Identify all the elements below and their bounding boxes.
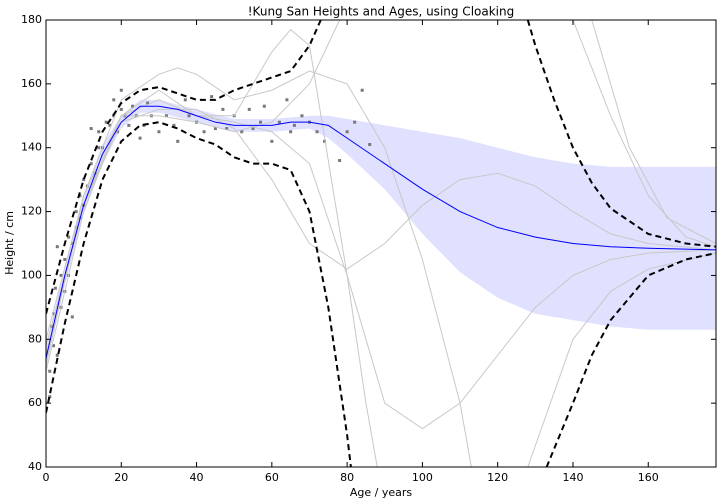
data-point: [247, 107, 251, 111]
data-point: [138, 136, 142, 140]
data-point: [360, 88, 364, 92]
bound-line: [46, 20, 322, 315]
data-point: [225, 127, 229, 131]
data-point: [289, 130, 293, 134]
x-tick-label: 120: [487, 471, 508, 484]
x-tick-label: 60: [265, 471, 279, 484]
data-point: [67, 235, 71, 239]
bound-line: [545, 252, 716, 467]
plot-area: [46, 20, 716, 467]
data-point: [338, 158, 342, 162]
data-point: [183, 98, 187, 102]
curve: [46, 20, 341, 340]
data-point: [285, 98, 289, 102]
data-point: [48, 395, 52, 399]
data-point: [52, 312, 56, 316]
y-tick-label: 60: [28, 396, 42, 409]
data-point: [277, 120, 281, 124]
data-point: [70, 315, 74, 319]
data-point: [176, 139, 180, 143]
data-point: [104, 120, 108, 124]
data-point: [164, 114, 168, 118]
data-point: [240, 130, 244, 134]
data-point: [172, 123, 176, 127]
y-tick-label: 180: [21, 13, 42, 26]
curve: [527, 252, 716, 467]
y-tick-label: 160: [21, 77, 42, 90]
data-point: [213, 127, 217, 131]
data-point: [259, 120, 263, 124]
y-tick-label: 140: [21, 141, 42, 154]
x-tick-label: 100: [412, 471, 433, 484]
data-point: [119, 107, 123, 111]
data-point: [82, 178, 86, 182]
data-point: [55, 353, 59, 357]
data-point: [97, 146, 101, 150]
data-point: [262, 104, 266, 108]
data-point: [368, 143, 372, 147]
data-point: [63, 257, 67, 261]
data-point: [270, 139, 274, 143]
data-point: [187, 114, 191, 118]
y-tick-label: 40: [28, 460, 42, 473]
curve: [46, 108, 716, 356]
data-point: [89, 127, 93, 131]
curve: [46, 99, 716, 430]
y-tick-label: 80: [28, 332, 42, 345]
data-point: [315, 130, 319, 134]
data-point: [345, 130, 349, 134]
data-point: [131, 104, 135, 108]
data-point: [157, 130, 161, 134]
data-point: [251, 127, 255, 131]
x-tick-label: 0: [43, 471, 50, 484]
data-point: [202, 130, 206, 134]
data-point: [59, 273, 63, 277]
data-point: [97, 130, 101, 134]
x-tick-label: 140: [562, 471, 583, 484]
data-point: [112, 98, 116, 102]
data-point: [119, 88, 123, 92]
bound-line: [526, 20, 716, 248]
data-point: [300, 114, 304, 118]
curve: [591, 20, 716, 244]
y-tick-label: 120: [21, 205, 42, 218]
plot-frame: [45, 19, 717, 468]
bound-line: [46, 121, 352, 467]
data-point: [323, 139, 327, 143]
data-point: [48, 369, 52, 373]
confidence-band: [46, 99, 716, 369]
x-tick-label: 40: [190, 471, 204, 484]
data-point: [116, 130, 120, 134]
x-tick-label: 80: [340, 471, 354, 484]
y-axis-label: Height / cm: [3, 211, 16, 275]
data-point: [52, 344, 56, 348]
y-tick-label: 100: [21, 268, 42, 281]
data-point: [292, 123, 296, 127]
data-point: [55, 245, 59, 249]
curve: [46, 105, 716, 359]
data-point: [70, 242, 74, 245]
x-tick-label: 20: [114, 471, 128, 484]
data-point: [89, 162, 93, 166]
curve: [572, 20, 716, 248]
chart-title: !Kung San Heights and Ages, using Cloaki…: [248, 5, 514, 19]
axes: 0 20 40 60 80 100 120 140 160 40 60 80 100 120 140 160 1…: [21, 13, 717, 484]
data-point: [127, 123, 131, 127]
x-axis-label: Age / years: [350, 486, 413, 499]
data-point: [74, 210, 78, 214]
data-point: [221, 107, 225, 111]
curve: [46, 67, 472, 467]
x-tick-label: 160: [638, 471, 659, 484]
data-point: [108, 123, 112, 127]
data-point: [353, 120, 357, 124]
data-point: [146, 101, 150, 105]
data-point: [53, 286, 57, 290]
data-point: [210, 95, 214, 99]
